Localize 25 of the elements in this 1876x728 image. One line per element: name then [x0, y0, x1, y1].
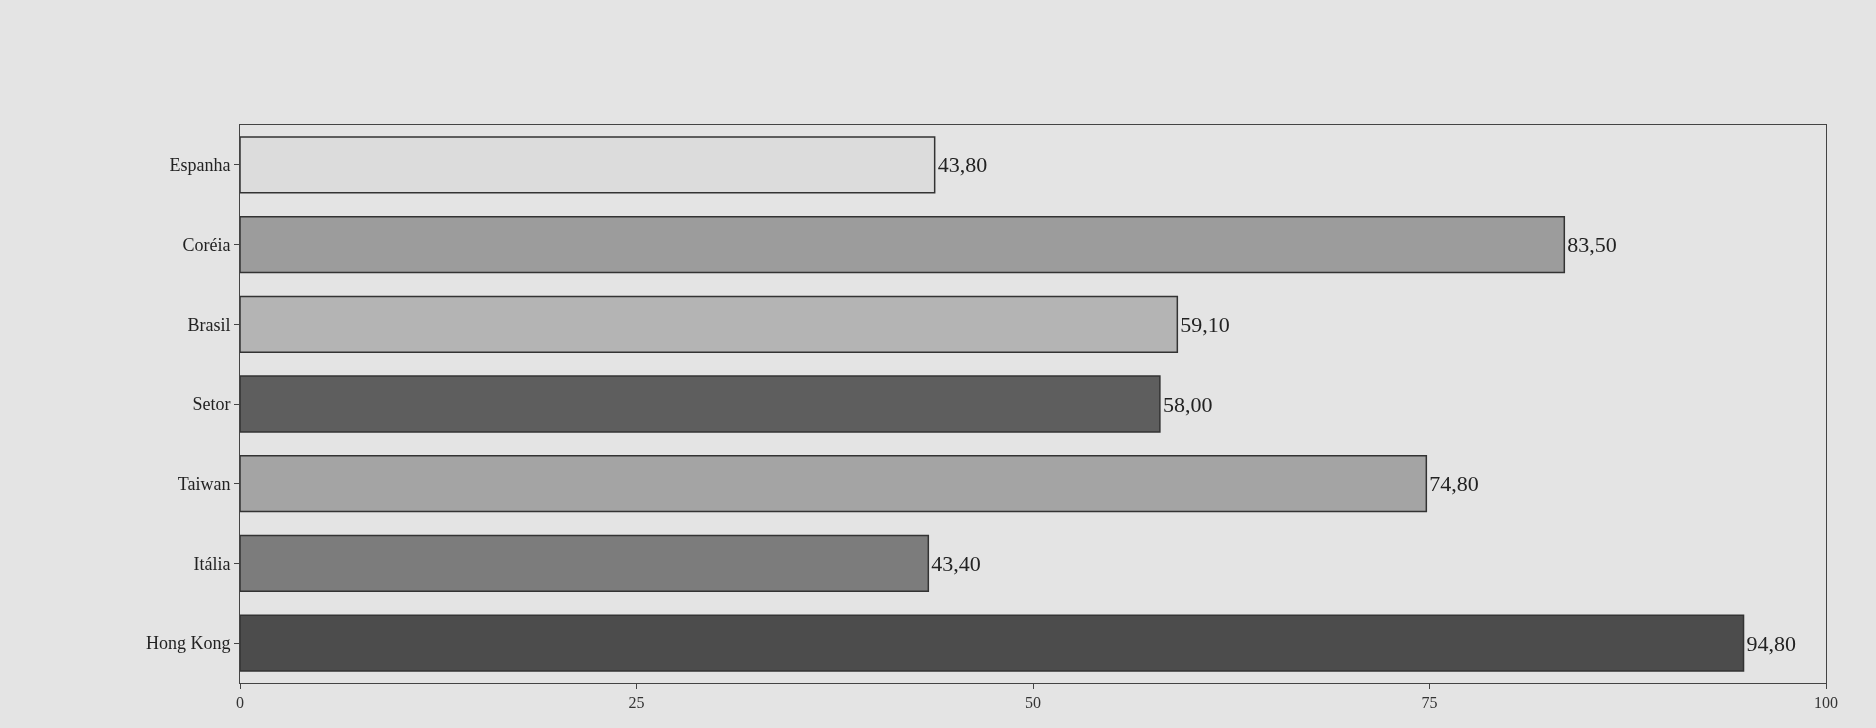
bar [240, 534, 930, 593]
y-tick-label: Coréia [182, 234, 231, 255]
x-tick-label: 100 [1814, 694, 1838, 712]
y-tick-label: Itália [193, 553, 231, 574]
data-label: 43,80 [937, 152, 988, 178]
bar [240, 295, 1179, 353]
bar [240, 215, 1566, 274]
data-label: 59,10 [1180, 311, 1230, 337]
y-tick-label: Espanha [169, 155, 231, 176]
x-tick-label: 0 [236, 694, 244, 712]
data-label: 83,50 [1567, 232, 1617, 258]
x-tick-label: 75 [1421, 694, 1438, 712]
y-tick-label: Setor [192, 394, 231, 415]
data-label: 58,00 [1162, 391, 1213, 417]
data-label: 43,40 [931, 550, 981, 576]
y-tick-label: Brasil [187, 314, 231, 335]
x-tick-label: 50 [1025, 694, 1041, 712]
x-tick-label: 25 [628, 694, 645, 712]
y-tick-label: Taiwan [177, 474, 231, 495]
bar [240, 375, 1161, 433]
bar [240, 455, 1428, 513]
data-label: 94,80 [1746, 630, 1797, 656]
data-label: 74,80 [1429, 471, 1479, 497]
bar [240, 136, 936, 194]
y-tick-label: Hong Kong [145, 633, 231, 654]
